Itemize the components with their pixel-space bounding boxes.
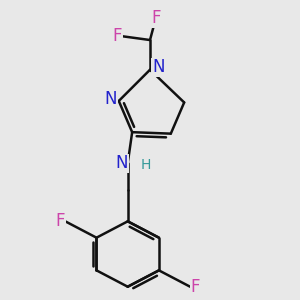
Text: N: N (104, 90, 117, 108)
Text: H: H (140, 158, 151, 172)
Text: N: N (116, 154, 128, 172)
Text: F: F (55, 212, 65, 230)
Text: F: F (191, 278, 200, 296)
Text: N: N (152, 58, 165, 76)
Text: F: F (112, 27, 122, 45)
Text: F: F (151, 9, 161, 27)
